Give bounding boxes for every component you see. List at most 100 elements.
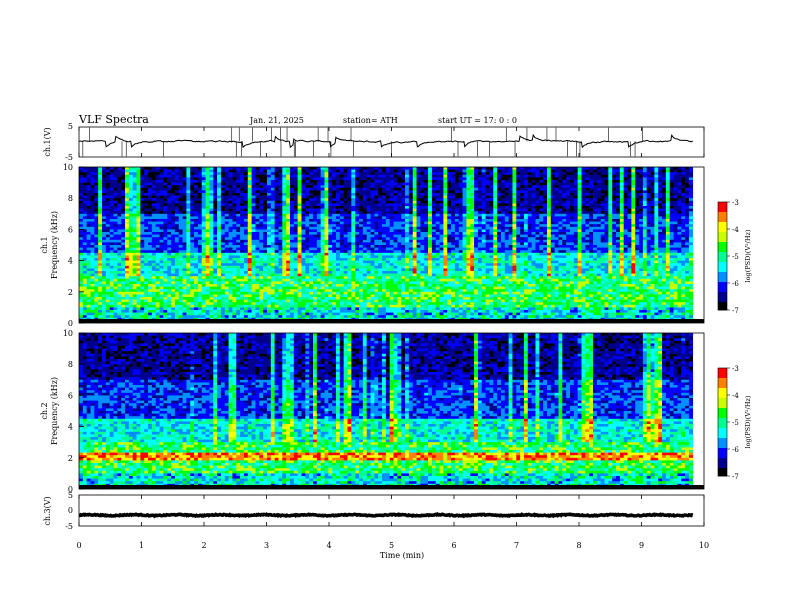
spectrogram-cell (270, 315, 275, 319)
spectrogram-cell (194, 263, 199, 267)
spectrogram-cell (370, 208, 375, 212)
spectrogram-cell (132, 190, 137, 194)
spectrogram-cell (355, 265, 360, 269)
spectrogram-cell (274, 271, 279, 274)
spectrogram-cell (247, 213, 252, 217)
spectrogram-cell (263, 281, 268, 285)
spectrogram-cell (178, 229, 183, 233)
spectrogram-cell (282, 221, 287, 225)
spectrogram-cell (297, 226, 302, 230)
spectrogram-cell (79, 312, 84, 316)
spectrogram-cell (102, 198, 107, 202)
spectrogram-cell (328, 195, 333, 199)
spectrogram-cell (266, 258, 272, 261)
spectrogram-cell (293, 304, 298, 308)
spectrogram-cell (378, 276, 383, 280)
spectrogram-cell (293, 291, 298, 295)
spectrogram-cell (79, 268, 84, 272)
spectrogram-cell (328, 169, 333, 173)
spectrogram-cell (205, 172, 210, 176)
spectrogram-cell (98, 263, 103, 267)
spectrogram-cell (382, 268, 387, 272)
spectrogram-cell (125, 237, 130, 241)
spectrogram-cell (385, 208, 391, 212)
spectrogram-cell (174, 291, 180, 295)
spectrogram-cell (102, 307, 107, 311)
spectrogram-cell (385, 221, 391, 225)
spectrogram-cell (190, 260, 195, 264)
spectrogram-cell (243, 312, 249, 316)
spectrogram-cell (351, 232, 356, 235)
spectrogram-cell (278, 221, 283, 225)
spectrogram-cell (347, 276, 352, 280)
spectrogram-cell (82, 247, 87, 251)
spectrogram-cell (102, 302, 107, 306)
spectrogram-cell (266, 263, 272, 267)
spectrogram-cell (286, 234, 291, 238)
spectrogram-cell (243, 255, 249, 259)
spectrogram-cell (309, 302, 314, 306)
spectrogram-cell (274, 193, 279, 196)
spectrogram-cell (128, 284, 134, 287)
spectrogram-cell (86, 302, 91, 306)
spectrogram-cell (351, 229, 356, 233)
spectrogram-cell (286, 268, 291, 272)
spectrogram-cell (186, 174, 191, 178)
spectrogram-cell (205, 268, 210, 272)
spectrogram-cell (90, 203, 95, 207)
spectrogram-cell (113, 315, 118, 319)
spectrogram-cell (312, 289, 318, 293)
spectrogram-cell (132, 185, 137, 189)
spectrogram-cell (140, 276, 145, 280)
spectrogram-cell (362, 312, 367, 316)
spectrogram-cell (113, 232, 118, 235)
spectrogram-cell (217, 310, 222, 313)
spectrogram-cell (297, 213, 302, 217)
spectrogram-cell (117, 185, 122, 189)
spectrogram-cell (186, 312, 191, 316)
spectrogram-cell (94, 297, 99, 300)
spectrogram-cell (190, 258, 195, 261)
spectrogram-cell (113, 216, 118, 220)
spectrogram-cell (305, 169, 310, 173)
spectrogram-cell (240, 263, 245, 267)
spectrogram-cell (163, 172, 168, 176)
spectrogram-cell (94, 273, 99, 277)
spectrogram-cell (151, 177, 157, 181)
spectrogram-cell (182, 247, 187, 251)
spectrogram-cell (144, 198, 149, 202)
spectrogram-cell (351, 216, 356, 220)
spectrogram-cell (113, 200, 118, 204)
spectrogram-cell (148, 276, 153, 280)
spectrogram-cell (167, 224, 172, 228)
spectrogram-cell (320, 304, 325, 308)
spectrogram-cell (182, 297, 187, 300)
spectrogram-cell (347, 208, 352, 212)
spectrogram-cell (109, 294, 114, 298)
spectrogram-cell (297, 268, 302, 272)
spectrogram-cell (366, 180, 371, 183)
spectrogram-cell (113, 177, 118, 181)
spectrogram-cell (232, 268, 237, 272)
spectrogram-cell (132, 278, 137, 282)
spectrogram-cell (351, 221, 356, 225)
spectrogram-cell (174, 255, 180, 259)
spectrogram-cell (174, 193, 180, 196)
spectrogram-cell (309, 221, 314, 225)
spectrogram-cell (359, 193, 364, 196)
spectrogram-cell (351, 258, 356, 261)
spectrogram-cell (240, 182, 245, 186)
spectrogram-cell (282, 232, 287, 235)
spectrogram-cell (320, 221, 325, 225)
spectrogram-cell (343, 211, 348, 215)
spectrogram-cell (282, 242, 287, 246)
spectrogram-cell (316, 185, 321, 189)
spectrogram-cell (194, 193, 199, 196)
spectrogram-cell (136, 195, 141, 199)
spectrogram-cell (136, 291, 141, 295)
spectrogram-cell (113, 310, 118, 313)
spectrogram-cell (263, 237, 268, 241)
spectrogram-cell (197, 237, 203, 241)
spectrogram-cell (297, 245, 302, 248)
spectrogram-cell (178, 271, 183, 274)
